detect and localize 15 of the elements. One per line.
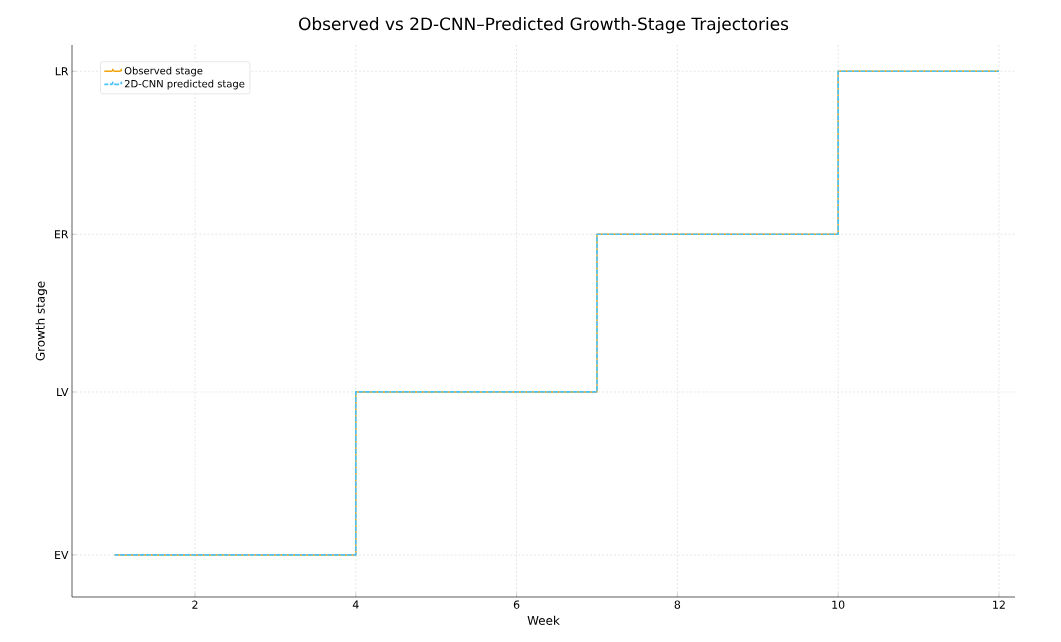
chart-title: Observed vs 2D-CNN–Predicted Growth-Stage Trajectories xyxy=(299,17,789,34)
x-tick-label: 2 xyxy=(192,600,198,609)
legend-label: Observed stage xyxy=(124,66,203,77)
category-label: LR xyxy=(55,67,69,76)
x-tick-label: 8 xyxy=(674,600,681,609)
category-label: LV xyxy=(57,387,69,396)
y-axis-title: Growth stage xyxy=(35,281,48,361)
legend-label: 2D-CNN predicted stage xyxy=(124,79,245,90)
category-label: EV xyxy=(55,550,69,559)
x-tick-label: 6 xyxy=(513,600,520,609)
x-tick-label: 12 xyxy=(993,600,1005,609)
x-tick-label: 4 xyxy=(352,600,359,609)
category-label: ER xyxy=(55,230,69,239)
x-tick-label: 10 xyxy=(832,600,845,609)
x-axis-title: Week xyxy=(527,615,560,625)
